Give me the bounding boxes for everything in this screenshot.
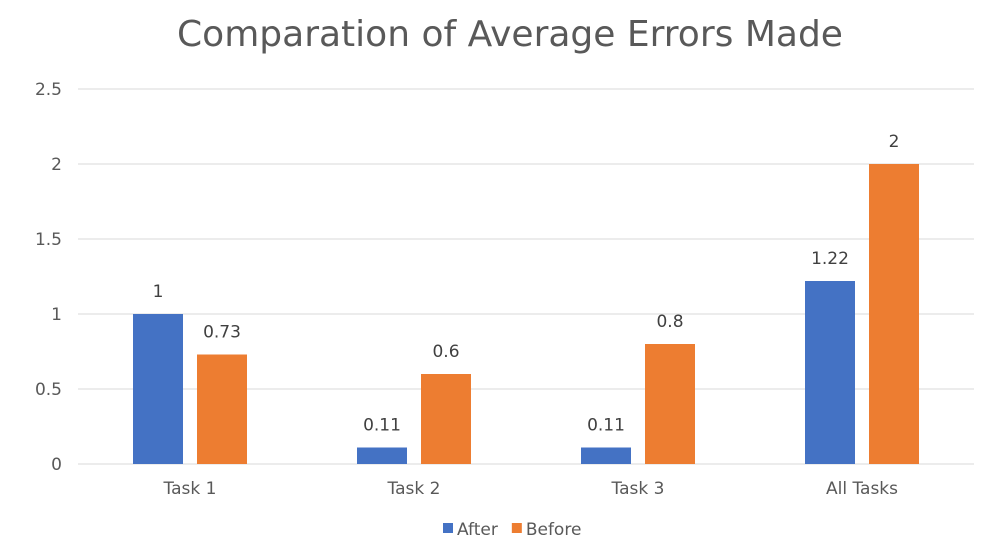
bar-after xyxy=(357,447,407,464)
data-label: 0.6 xyxy=(432,342,459,362)
bar-before xyxy=(645,344,695,464)
y-tick-label: 2 xyxy=(51,155,62,175)
legend-swatch xyxy=(443,523,453,533)
data-label: 0.11 xyxy=(363,416,401,436)
bar-after xyxy=(805,281,855,464)
category-label: All Tasks xyxy=(826,479,898,499)
x-axis-category-labels: Task 1 Task 2 Task 3 All Tasks xyxy=(163,479,899,499)
chart-title: Comparation of Average Errors Made xyxy=(177,14,843,55)
bar-after xyxy=(133,314,183,464)
data-labels: 1 0.73 0.11 0.6 0.11 0.8 1.22 2 xyxy=(153,132,900,436)
bars xyxy=(133,164,919,464)
y-tick-label: 2.5 xyxy=(35,80,62,100)
data-label: 2 xyxy=(889,132,900,152)
legend: After Before xyxy=(443,520,581,540)
data-label: 1.22 xyxy=(811,249,849,269)
y-tick-label: 1.5 xyxy=(35,230,62,250)
category-label: Task 3 xyxy=(611,479,665,499)
legend-label: Before xyxy=(526,520,582,540)
bar-before xyxy=(869,164,919,464)
bar-before xyxy=(197,354,247,464)
data-label: 0.73 xyxy=(203,323,241,343)
data-label: 0.8 xyxy=(656,312,683,332)
y-tick-label: 0.5 xyxy=(35,380,62,400)
bar-before xyxy=(421,374,471,464)
category-label: Task 2 xyxy=(387,479,441,499)
legend-swatch xyxy=(511,523,522,533)
data-label: 0.11 xyxy=(587,416,625,436)
legend-label: After xyxy=(457,520,498,540)
y-tick-label: 0 xyxy=(51,455,62,475)
bar-after xyxy=(581,447,631,464)
category-label: Task 1 xyxy=(163,479,217,499)
y-tick-label: 1 xyxy=(51,305,62,325)
data-label: 1 xyxy=(153,282,164,302)
y-axis-tick-labels: 0 0.5 1 1.5 2 2.5 xyxy=(35,80,62,475)
